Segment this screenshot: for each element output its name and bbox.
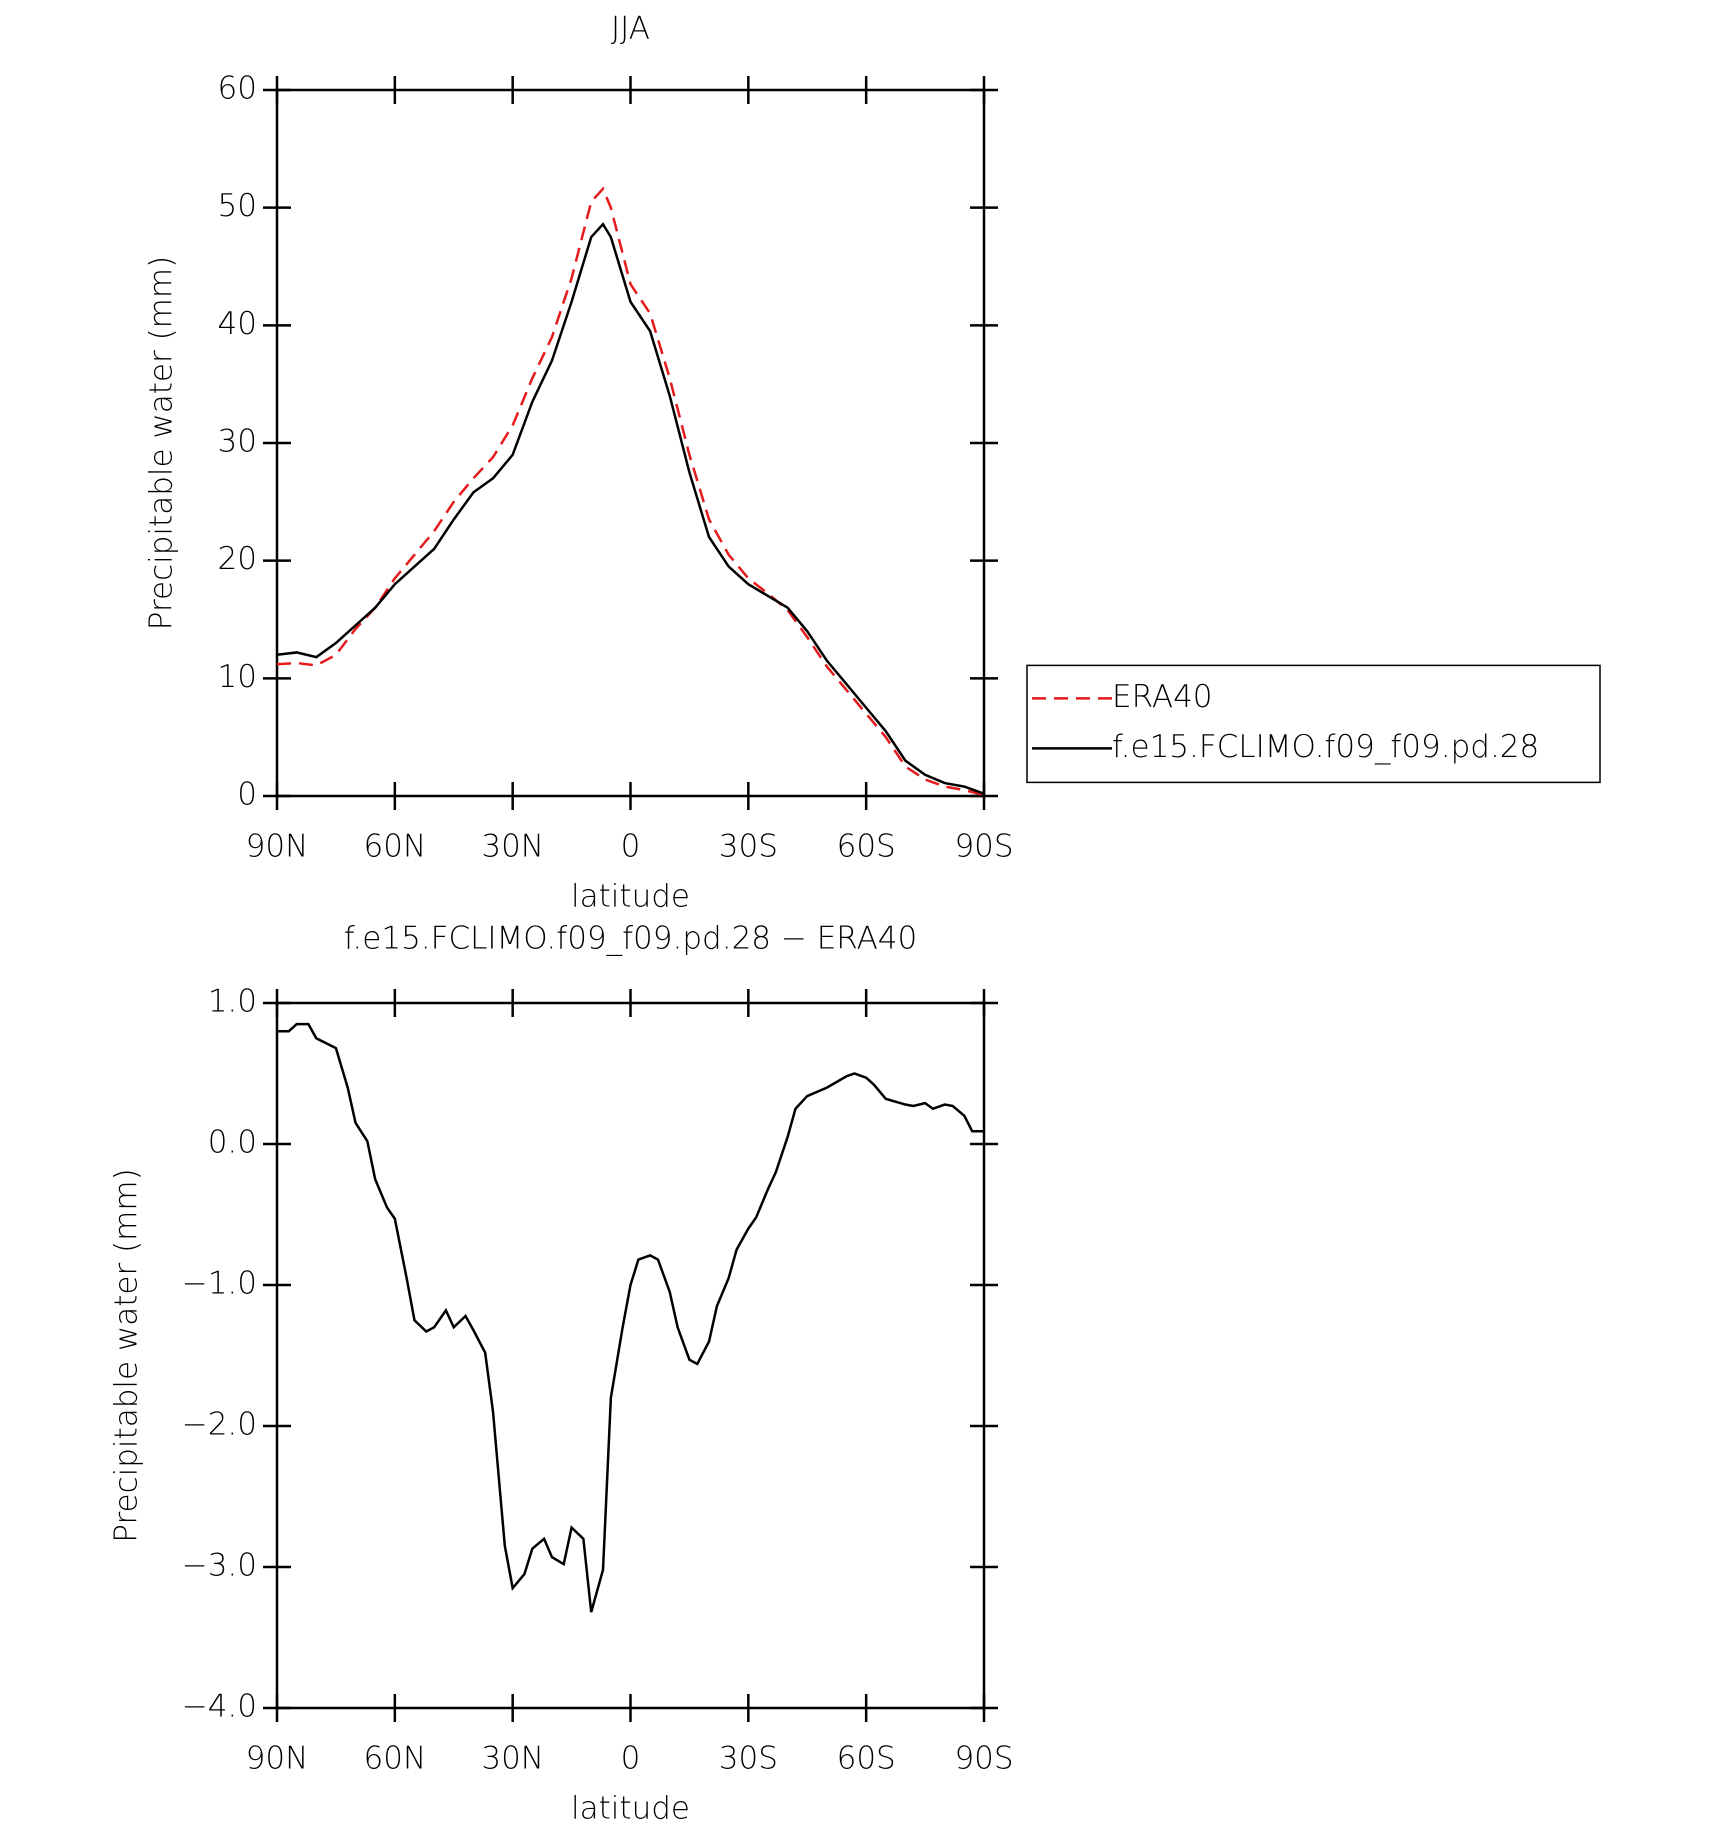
- x-axis-label: latitude: [571, 1791, 690, 1827]
- data-line: [277, 1022, 984, 1613]
- x-axis-label: latitude: [571, 879, 690, 915]
- y-tick-label: 1.0: [208, 984, 257, 1020]
- y-tick-label: −4.0: [182, 1689, 257, 1725]
- y-tick-label: 0.0: [208, 1125, 257, 1161]
- x-tick-label: 30S: [719, 1741, 778, 1777]
- y-tick-label: −2.0: [182, 1407, 257, 1443]
- x-tick-label: 90S: [954, 1741, 1013, 1777]
- x-tick-label: 90S: [954, 829, 1013, 865]
- plot-frame: [275, 1001, 986, 1710]
- x-tick-label: 90N: [246, 1741, 309, 1777]
- y-tick-label: −1.0: [182, 1266, 257, 1302]
- y-axis-label: Precipitable water (mm): [144, 256, 180, 630]
- chart-title: JJA: [611, 11, 650, 47]
- x-tick-label: 60N: [364, 829, 427, 865]
- y-tick-label: 30: [218, 424, 257, 460]
- y-tick-label: 20: [218, 541, 257, 577]
- y-tick-label: 60: [218, 71, 257, 107]
- legend-box: [1026, 664, 1601, 784]
- data-line: [276, 222, 985, 795]
- y-tick-label: −3.0: [182, 1548, 257, 1584]
- chart-title: f.e15.FCLIMO.f09_f09.pd.28 − ERA40: [344, 921, 917, 957]
- x-tick-label: 60N: [364, 1741, 427, 1777]
- legend-label: f.e15.FCLIMO.f09_f09.pd.28: [1112, 729, 1539, 765]
- y-axis-label: Precipitable water (mm): [109, 1168, 145, 1542]
- y-tick-label: 50: [218, 188, 257, 224]
- x-tick-label: 60S: [837, 829, 896, 865]
- x-tick-label: 90N: [246, 829, 309, 865]
- y-tick-label: 0: [237, 777, 257, 813]
- y-tick-label: 10: [218, 659, 257, 695]
- plot-frame: [275, 88, 986, 798]
- data-line: [276, 186, 985, 797]
- x-tick-label: 30S: [719, 829, 778, 865]
- x-tick-label: 30N: [481, 829, 544, 865]
- x-tick-label: 0: [621, 829, 641, 865]
- x-tick-label: 0: [621, 1741, 641, 1777]
- y-tick-label: 40: [218, 306, 257, 342]
- x-tick-label: 30N: [481, 1741, 544, 1777]
- legend-label: ERA40: [1112, 679, 1213, 715]
- x-tick-label: 60S: [837, 1741, 896, 1777]
